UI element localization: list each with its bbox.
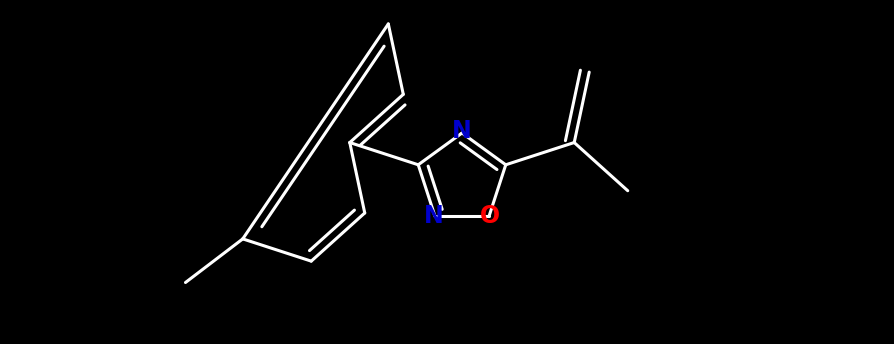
Text: N: N xyxy=(451,119,471,143)
Text: N: N xyxy=(424,204,443,228)
Text: O: O xyxy=(479,204,500,228)
